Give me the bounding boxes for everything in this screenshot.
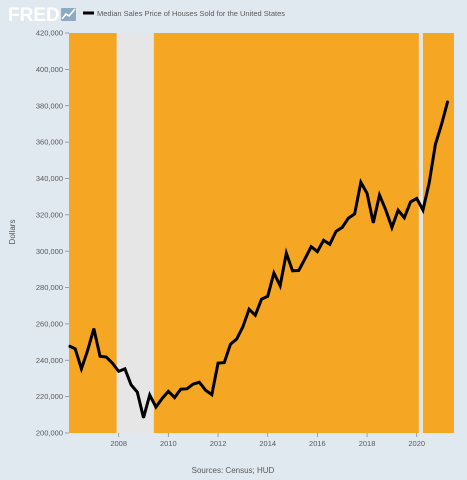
data-point <box>229 343 232 345</box>
data-point <box>372 222 374 224</box>
data-point <box>99 355 101 357</box>
recession-shading <box>116 33 423 433</box>
data-point <box>291 270 294 272</box>
data-point <box>192 383 194 385</box>
data-point <box>142 417 145 419</box>
source-note: Sources: Census; HUD <box>192 466 275 475</box>
data-point <box>254 314 256 316</box>
data-point <box>136 391 138 393</box>
data-point <box>434 143 436 146</box>
data-point <box>323 239 325 241</box>
x-tick-label: 2020 <box>408 439 425 448</box>
data-point <box>93 328 95 330</box>
y-tick-label: 360,000 <box>36 138 63 147</box>
data-point <box>347 217 350 219</box>
recession-bar <box>418 33 423 433</box>
data-point <box>403 217 405 219</box>
data-point <box>242 326 244 328</box>
data-point <box>366 192 368 194</box>
data-point <box>87 349 89 352</box>
data-point <box>285 252 287 254</box>
y-tick-label: 260,000 <box>36 320 63 329</box>
data-point <box>329 243 331 245</box>
data-point <box>391 226 393 229</box>
y-axis-title: Dollars <box>8 220 17 245</box>
data-point <box>223 362 225 364</box>
data-point <box>74 348 76 350</box>
data-point <box>186 388 188 390</box>
data-point <box>316 250 318 253</box>
y-tick-label: 280,000 <box>36 283 63 292</box>
fred-line-graph-icon <box>61 8 76 21</box>
data-point <box>124 368 126 370</box>
data-point <box>248 308 250 310</box>
data-point <box>211 394 213 396</box>
data-point <box>422 209 424 211</box>
data-point <box>205 389 207 391</box>
series-layer <box>68 100 450 419</box>
data-point <box>447 100 449 102</box>
data-point <box>118 370 120 372</box>
data-point <box>68 345 70 347</box>
data-point <box>310 246 312 248</box>
data-point <box>273 272 275 274</box>
y-axis: 200,000 220,000 240,000 260,000 280,000 300,0… <box>36 29 69 438</box>
data-point <box>149 394 151 396</box>
x-tick-label: 2018 <box>359 439 376 448</box>
legend-label: Median Sales Price of Houses Sold for th… <box>97 9 285 18</box>
y-tick-label: 320,000 <box>36 210 63 219</box>
x-tick-label: 2010 <box>160 439 177 448</box>
data-point <box>111 362 114 364</box>
y-tick-label: 220,000 <box>36 392 63 401</box>
data-point <box>267 295 269 297</box>
data-point <box>173 396 176 399</box>
data-point <box>440 123 443 125</box>
data-point <box>416 197 418 200</box>
y-tick-label: 340,000 <box>36 174 63 183</box>
data-point <box>130 384 132 386</box>
recession-bar <box>116 33 154 433</box>
data-point <box>260 298 263 300</box>
data-point <box>198 381 200 383</box>
data-point <box>279 285 281 287</box>
data-point <box>304 258 306 260</box>
y-tick-label: 200,000 <box>36 429 63 438</box>
x-tick-label: 2016 <box>309 439 326 448</box>
data-point <box>341 226 343 228</box>
y-tick-label: 400,000 <box>36 65 63 74</box>
y-tick-label: 240,000 <box>36 356 63 365</box>
data-point <box>397 209 399 211</box>
legend: Median Sales Price of Houses Sold for th… <box>83 9 285 18</box>
x-tick-label: 2014 <box>259 439 276 448</box>
data-point <box>167 390 169 392</box>
data-point <box>298 269 300 272</box>
data-point <box>428 182 430 184</box>
x-tick-label: 2012 <box>210 439 227 448</box>
data-point <box>360 181 362 183</box>
plot-area: 200,000 220,000 240,000 260,000 280,000 300,0… <box>36 29 454 448</box>
x-axis: 2008 2010 2012 2014 2016 2018 2020 <box>110 433 425 448</box>
data-point <box>105 356 107 358</box>
data-point <box>385 209 387 211</box>
data-point <box>354 213 356 215</box>
data-point <box>409 201 412 203</box>
data-point <box>80 368 83 370</box>
y-tick-label: 420,000 <box>36 29 63 38</box>
fred-logo[interactable]: FRED <box>8 5 76 26</box>
data-point <box>236 338 238 340</box>
series-line <box>68 100 450 419</box>
x-tick-label: 2008 <box>110 439 127 448</box>
data-point <box>155 406 157 408</box>
fred-logo-text: FRED <box>8 5 60 26</box>
data-point <box>161 397 163 400</box>
data-point <box>180 388 182 390</box>
data-point <box>217 362 219 364</box>
data-point <box>378 194 381 196</box>
y-tick-label: 300,000 <box>36 247 63 256</box>
data-point <box>335 230 337 232</box>
y-tick-label: 380,000 <box>36 101 63 110</box>
